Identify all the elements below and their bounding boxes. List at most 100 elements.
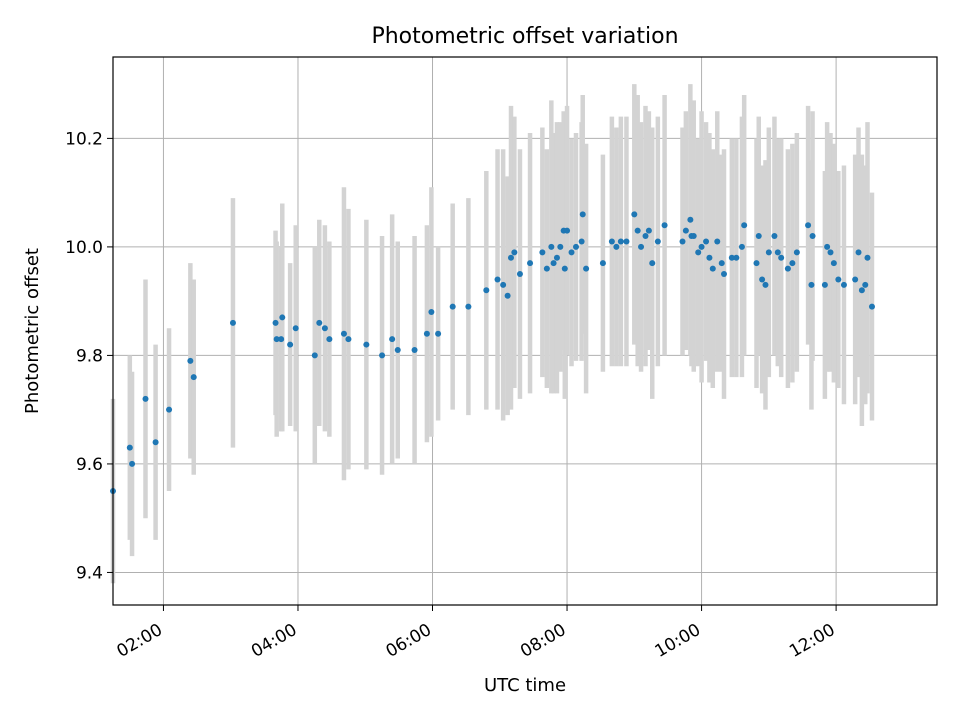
data-point bbox=[553, 254, 560, 261]
data-point bbox=[679, 238, 686, 245]
data-point bbox=[852, 276, 859, 283]
data-point bbox=[634, 227, 641, 234]
data-point bbox=[755, 233, 762, 240]
data-point bbox=[753, 260, 760, 267]
data-point bbox=[858, 287, 865, 294]
data-point bbox=[738, 243, 745, 250]
data-point bbox=[279, 314, 286, 321]
data-point bbox=[152, 439, 159, 446]
data-point bbox=[550, 260, 557, 267]
data-point bbox=[830, 260, 837, 267]
data-point bbox=[654, 238, 661, 245]
data-point bbox=[423, 330, 430, 337]
data-point bbox=[840, 281, 847, 288]
data-point bbox=[649, 260, 656, 267]
data-point bbox=[394, 346, 401, 353]
data-point bbox=[379, 352, 386, 359]
data-point bbox=[771, 233, 778, 240]
x-axis-label: UTC time bbox=[484, 675, 566, 696]
data-point bbox=[642, 233, 649, 240]
data-point bbox=[864, 254, 871, 261]
data-point bbox=[428, 309, 435, 316]
data-point bbox=[389, 336, 396, 343]
data-point bbox=[500, 281, 507, 288]
data-point bbox=[527, 260, 534, 267]
data-point bbox=[762, 281, 769, 288]
data-point bbox=[561, 265, 568, 272]
data-point bbox=[568, 249, 575, 256]
x-axis-ticks: 02:00 04:00 06:00 08:00 10:00 12:00 bbox=[114, 605, 839, 662]
data-point bbox=[608, 238, 615, 245]
data-point bbox=[465, 303, 472, 310]
data-point bbox=[411, 346, 418, 353]
data-point bbox=[706, 254, 713, 261]
data-point bbox=[741, 222, 748, 229]
data-point bbox=[827, 249, 834, 256]
data-point bbox=[824, 243, 831, 250]
y-tick-label: 9.8 bbox=[76, 346, 103, 366]
data-point bbox=[709, 265, 716, 272]
data-point bbox=[579, 211, 586, 218]
data-point bbox=[682, 227, 689, 234]
data-point bbox=[166, 406, 173, 413]
data-point bbox=[229, 319, 236, 326]
data-point bbox=[835, 276, 842, 283]
data-point bbox=[187, 357, 194, 364]
y-tick-label: 9.4 bbox=[76, 563, 103, 583]
y-axis-label: Photometric offset bbox=[22, 248, 43, 414]
plot-frame bbox=[112, 56, 938, 606]
data-point bbox=[126, 444, 133, 451]
data-point bbox=[548, 243, 555, 250]
x-tick-label: 12:00 bbox=[786, 620, 838, 662]
data-point bbox=[578, 238, 585, 245]
data-point bbox=[311, 352, 318, 359]
data-point bbox=[809, 233, 816, 240]
data-point bbox=[573, 243, 580, 250]
data-point bbox=[363, 341, 370, 348]
data-point bbox=[507, 254, 514, 261]
data-point bbox=[793, 249, 800, 256]
data-point bbox=[868, 303, 875, 310]
data-point bbox=[855, 249, 862, 256]
y-tick-label: 9.6 bbox=[76, 455, 103, 475]
data-point bbox=[645, 227, 652, 234]
data-point bbox=[759, 276, 766, 283]
data-point bbox=[698, 243, 705, 250]
data-point bbox=[557, 243, 564, 250]
data-point bbox=[720, 271, 727, 278]
data-point bbox=[278, 336, 285, 343]
data-point bbox=[718, 260, 725, 267]
y-tick-label: 10.2 bbox=[65, 129, 103, 149]
data-point bbox=[435, 330, 442, 337]
data-point bbox=[292, 325, 299, 332]
data-point bbox=[129, 460, 136, 467]
data-point bbox=[805, 222, 812, 229]
data-point bbox=[599, 260, 606, 267]
data-point bbox=[808, 281, 815, 288]
data-point bbox=[862, 281, 869, 288]
data-point bbox=[789, 260, 796, 267]
data-point bbox=[345, 336, 352, 343]
data-point bbox=[543, 265, 550, 272]
data-points bbox=[110, 211, 875, 495]
data-point bbox=[623, 238, 630, 245]
data-point bbox=[583, 265, 590, 272]
data-point bbox=[784, 265, 791, 272]
data-point bbox=[483, 287, 490, 294]
x-tick-label: 10:00 bbox=[652, 620, 704, 662]
data-point bbox=[340, 330, 347, 337]
data-point bbox=[774, 249, 781, 256]
y-tick-label: 10.0 bbox=[65, 238, 103, 258]
x-tick-label: 08:00 bbox=[517, 620, 569, 662]
data-point bbox=[714, 238, 721, 245]
data-point bbox=[687, 216, 694, 223]
data-point bbox=[321, 325, 328, 332]
data-point bbox=[631, 211, 638, 218]
x-tick-label: 06:00 bbox=[383, 620, 435, 662]
data-point bbox=[765, 249, 772, 256]
data-point bbox=[504, 292, 511, 299]
error-bars bbox=[110, 84, 875, 584]
data-point bbox=[695, 249, 702, 256]
data-point bbox=[613, 243, 620, 250]
data-point bbox=[273, 336, 280, 343]
